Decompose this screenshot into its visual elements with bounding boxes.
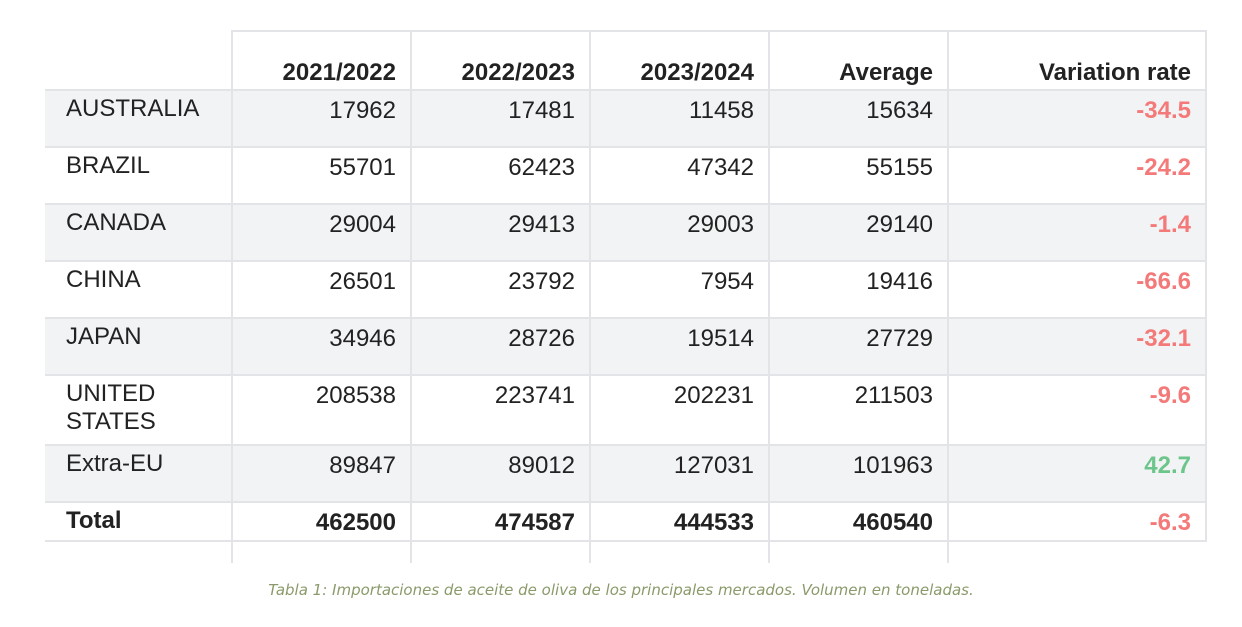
- table-row: BRAZIL 55701 62423 47342 55155 -24.2: [45, 146, 1205, 204]
- variation-rate-cell: -66.6: [947, 260, 1205, 318]
- row-label: JAPAN: [45, 317, 232, 375]
- variation-rate-cell: -34.5: [947, 89, 1205, 147]
- value-cell: 19416: [768, 260, 948, 318]
- value-cell: 17481: [410, 89, 590, 147]
- value-cell: 127031: [589, 444, 769, 502]
- value-cell: 26501: [231, 260, 411, 318]
- value-cell: 34946: [231, 317, 411, 375]
- row-label: Extra-EU: [45, 444, 232, 502]
- value-cell: 101963: [768, 444, 948, 502]
- value-cell: 15634: [768, 89, 948, 147]
- header-corner: [45, 31, 232, 90]
- value-cell: 7954: [589, 260, 769, 318]
- row-label: CHINA: [45, 260, 232, 318]
- table-row: JAPAN 34946 28726 19514 27729 -32.1: [45, 317, 1205, 375]
- total-row: Total 462500 474587 444533 460540 -6.3: [45, 501, 1205, 563]
- value-cell: 89847: [231, 444, 411, 502]
- olive-oil-imports-table: 2021/2022 2022/2023 2023/2024 Average Va…: [45, 30, 1205, 563]
- value-cell: 462500: [231, 501, 411, 563]
- variation-rate-cell: -9.6: [947, 374, 1205, 445]
- value-cell: 29003: [589, 203, 769, 261]
- variation-rate-cell: -32.1: [947, 317, 1205, 375]
- value-cell: 29004: [231, 203, 411, 261]
- table-row: Extra-EU 89847 89012 127031 101963 42.7: [45, 444, 1205, 502]
- olive-oil-imports-table-frame: 2021/2022 2022/2023 2023/2024 Average Va…: [45, 30, 1207, 563]
- header-2023-2024: 2023/2024: [589, 30, 769, 90]
- value-cell: 28726: [410, 317, 590, 375]
- variation-rate-cell: 42.7: [947, 444, 1205, 502]
- variation-rate-cell: -1.4: [947, 203, 1205, 261]
- table-row: UNITED STATES 208538 223741 202231 211503 -9.…: [45, 374, 1205, 445]
- value-cell: 208538: [231, 374, 411, 445]
- value-cell: 211503: [768, 374, 948, 445]
- table-row: AUSTRALIA 17962 17481 11458 15634 -34.5: [45, 89, 1205, 147]
- value-cell: 55155: [768, 146, 948, 204]
- value-cell: 29140: [768, 203, 948, 261]
- row-label: CANADA: [45, 203, 232, 261]
- value-cell: 47342: [589, 146, 769, 204]
- header-2021-2022: 2021/2022: [231, 30, 411, 90]
- value-cell: 11458: [589, 89, 769, 147]
- header-variation-rate: Variation rate: [947, 30, 1205, 90]
- header-average: Average: [768, 30, 948, 90]
- row-label: Total: [45, 501, 232, 563]
- row-label: BRAZIL: [45, 146, 232, 204]
- value-cell: 29413: [410, 203, 590, 261]
- variation-rate-cell: -24.2: [947, 146, 1205, 204]
- value-cell: 62423: [410, 146, 590, 204]
- table-body: AUSTRALIA 17962 17481 11458 15634 -34.5 BRAZIL…: [45, 89, 1205, 563]
- value-cell: 23792: [410, 260, 590, 318]
- value-cell: 223741: [410, 374, 590, 445]
- value-cell: 19514: [589, 317, 769, 375]
- value-cell: 202231: [589, 374, 769, 445]
- value-cell: 89012: [410, 444, 590, 502]
- header-2022-2023: 2022/2023: [410, 30, 590, 90]
- row-label: UNITED STATES: [45, 374, 232, 445]
- value-cell: 17962: [231, 89, 411, 147]
- value-cell: 444533: [589, 501, 769, 563]
- table-caption: Tabla 1: Importaciones de aceite de oliv…: [268, 581, 974, 599]
- table-row: CANADA 29004 29413 29003 29140 -1.4: [45, 203, 1205, 261]
- value-cell: 474587: [410, 501, 590, 563]
- variation-rate-cell: -6.3: [947, 501, 1205, 563]
- table-row: CHINA 26501 23792 7954 19416 -66.6: [45, 260, 1205, 318]
- value-cell: 55701: [231, 146, 411, 204]
- row-label: AUSTRALIA: [45, 89, 232, 147]
- value-cell: 460540: [768, 501, 948, 563]
- header-row: 2021/2022 2022/2023 2023/2024 Average Va…: [45, 30, 1205, 90]
- value-cell: 27729: [768, 317, 948, 375]
